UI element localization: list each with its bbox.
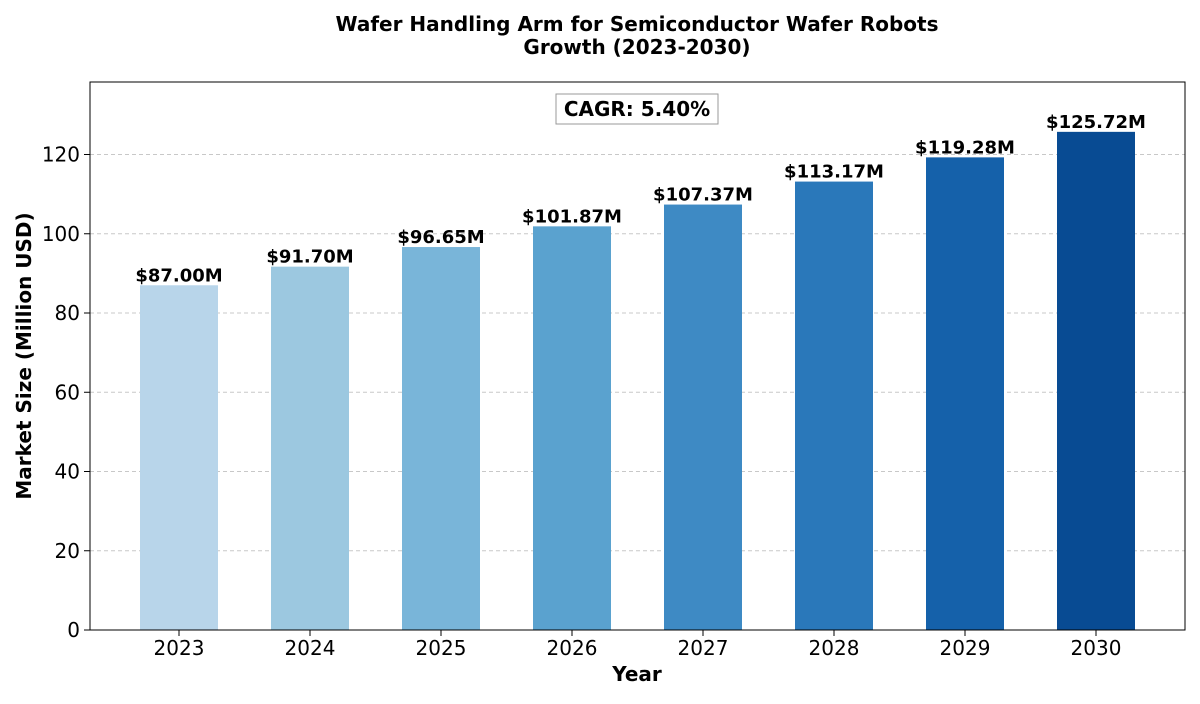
cagr-annotation-box bbox=[555, 93, 719, 125]
bar-2030 bbox=[1057, 131, 1135, 631]
x-tick-label: 2028 bbox=[809, 636, 860, 660]
chart-title-line-1: Wafer Handling Arm for Semiconductor Waf… bbox=[336, 12, 939, 36]
bar-value-label: $101.87M bbox=[522, 206, 622, 227]
data-labels: $87.00M $91.70M $96.65M $101.87M $107.37M $11… bbox=[135, 112, 1146, 286]
bar-value-label: $96.65M bbox=[397, 227, 484, 248]
axes bbox=[89, 81, 1186, 631]
y-tick-label: 80 bbox=[55, 301, 80, 325]
bars bbox=[140, 131, 1135, 631]
x-tick-label: 2024 bbox=[285, 636, 336, 660]
bar-value-label: $91.70M bbox=[266, 247, 353, 268]
x-tick-label: 2030 bbox=[1071, 636, 1122, 660]
bar-2029 bbox=[926, 157, 1004, 630]
y-tick-label: 120 bbox=[42, 143, 80, 167]
plot-frame bbox=[89, 81, 1186, 631]
bar-value-label: $113.17M bbox=[784, 162, 884, 183]
bar-2027 bbox=[664, 204, 742, 630]
bar-value-label: $107.37M bbox=[653, 185, 753, 206]
cagr-annotation: CAGR: 5.40% bbox=[555, 93, 719, 125]
bar-2025 bbox=[402, 247, 480, 630]
bar-2028 bbox=[795, 181, 873, 630]
bar-2026 bbox=[533, 226, 611, 630]
x-tick-label: 2029 bbox=[940, 636, 991, 660]
y-tick-label: 40 bbox=[55, 460, 80, 484]
bar-value-label: $119.28M bbox=[915, 137, 1015, 158]
y-axis-label: Market Size (Million USD) bbox=[12, 212, 36, 499]
bar-2024 bbox=[271, 266, 349, 630]
y-tick-label: 60 bbox=[55, 380, 80, 404]
chart-title-line-2: Growth (2023-2030) bbox=[523, 35, 750, 59]
x-tick-label: 2023 bbox=[154, 636, 205, 660]
ticks: 0 20 40 60 80 100 120 2023 2024 2025 2026 2027 2028 2… bbox=[42, 143, 1122, 660]
y-tick-label: 20 bbox=[55, 539, 80, 563]
x-tick-label: 2027 bbox=[678, 636, 729, 660]
x-axis-label: Year bbox=[611, 662, 662, 686]
y-tick-label: 0 bbox=[67, 618, 80, 642]
grid-lines bbox=[90, 154, 1185, 552]
y-tick-label: 100 bbox=[42, 222, 80, 246]
cagr-annotation-text: CAGR: 5.40% bbox=[564, 97, 710, 121]
bar-value-label: $87.00M bbox=[135, 265, 222, 286]
bar-2023 bbox=[140, 285, 218, 630]
bar-value-label: $125.72M bbox=[1046, 112, 1146, 133]
x-tick-label: 2025 bbox=[416, 636, 467, 660]
x-tick-label: 2026 bbox=[547, 636, 598, 660]
